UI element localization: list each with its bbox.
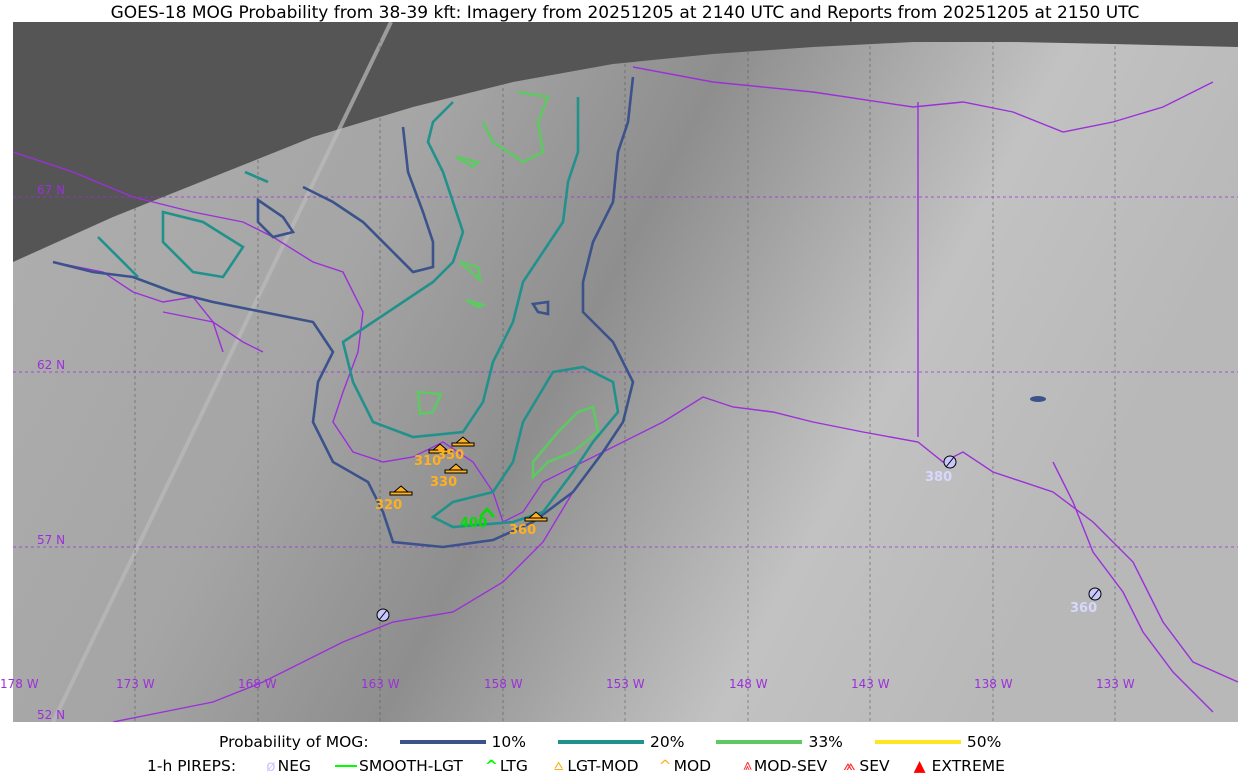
lat-label: 67 N <box>37 183 66 197</box>
contour-33pct <box>416 90 600 481</box>
sev-icon: ⩕ <box>843 756 856 774</box>
extreme-icon: ▲ <box>913 756 926 775</box>
legend-label: 50% <box>966 733 1002 751</box>
line-swatch-icon <box>716 740 803 744</box>
map-title: GOES-18 MOG Probability from 38-39 kft: … <box>110 3 1140 23</box>
neg-icon <box>1088 587 1102 601</box>
legend-label: SMOOTH-LGT <box>359 756 463 775</box>
pirep-alt: 310 <box>414 454 442 469</box>
pirep-alt: 360 <box>509 523 537 538</box>
line-icon <box>335 764 357 767</box>
lgt-mod-icon <box>389 485 413 496</box>
legend-label: 10% <box>491 733 526 751</box>
caret-icon: ^ <box>484 756 498 775</box>
neg-icon: ø <box>266 756 276 775</box>
map-imagery <box>13 22 1238 722</box>
lon-label: 163 W <box>361 677 400 691</box>
lgt-mod-icon <box>524 511 548 522</box>
line-swatch-icon <box>399 740 486 744</box>
lgt-mod-icon <box>428 443 452 454</box>
legend-label: MOD-SEV <box>753 756 828 775</box>
lat-label: 57 N <box>37 533 66 547</box>
contour-20pct <box>97 97 620 529</box>
lat-label: 52 N <box>37 708 66 722</box>
lon-label: 138 W <box>974 677 1013 691</box>
lon-label: 158 W <box>484 677 523 691</box>
legend-label: MOD <box>673 756 712 775</box>
legend-label: 20% <box>650 733 685 751</box>
legend-label: EXTREME <box>931 756 1005 775</box>
legend-label: NEG <box>277 756 311 775</box>
mod-sev-icon: ⩓ <box>743 756 752 774</box>
lat-label: 62 N <box>37 358 66 372</box>
line-swatch-icon <box>874 740 961 744</box>
lon-label: 143 W <box>851 677 890 691</box>
pirep-alt: 380 <box>925 470 953 485</box>
pirep-alt: 400 <box>460 516 488 531</box>
lon-label: 173 W <box>116 677 155 691</box>
lon-label: 148 W <box>729 677 768 691</box>
lgt-mod-icon <box>451 436 475 447</box>
lon-label: 133 W <box>1096 677 1135 691</box>
lon-label: 178 W <box>0 677 39 691</box>
ltg-icon <box>479 507 495 518</box>
neg-icon <box>376 608 390 622</box>
contour-10pct <box>52 76 635 549</box>
lon-label: 168 W <box>238 677 277 691</box>
lgt-mod-icon <box>444 463 468 474</box>
pirep-alt: 330 <box>430 475 458 490</box>
line-swatch-icon <box>558 740 644 744</box>
pirep-legend: 1-h PIREPS: ø NEG SMOOTH-LGT ^ LTG ⩟ LGT-MO… <box>0 756 1250 775</box>
legend-label: LGT-MOD <box>567 756 639 775</box>
lgt-mod-icon: ⩟ <box>553 756 564 774</box>
pirep-alt: 360 <box>1070 601 1098 616</box>
lon-label: 153 W <box>606 677 645 691</box>
probability-legend: Probability of MOG: 10% 20% 33% 50% <box>0 733 1250 751</box>
legend-label: LTG <box>499 756 528 775</box>
legend-title: Probability of MOG: <box>219 733 369 751</box>
legend-label: SEV <box>859 756 890 775</box>
nodata-region <box>13 22 1238 262</box>
pirep-alt: 320 <box>375 498 403 513</box>
neg-icon <box>943 455 957 469</box>
pirep-alt: 350 <box>437 448 465 463</box>
coastlines <box>13 66 1238 722</box>
legend-title: 1-h PIREPS: <box>147 756 237 775</box>
caret-icon: ^ <box>658 756 672 775</box>
legend-label: 33% <box>808 733 843 751</box>
